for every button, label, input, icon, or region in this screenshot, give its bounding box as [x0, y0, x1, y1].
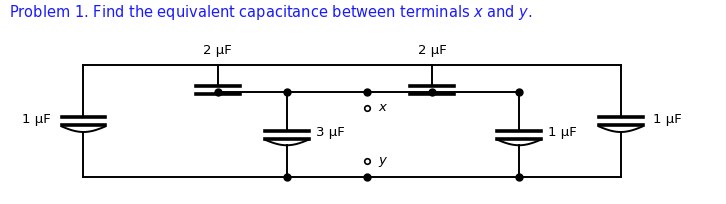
Text: $x$: $x$ — [378, 101, 388, 114]
Text: $y$: $y$ — [378, 155, 388, 169]
Text: 2 μF: 2 μF — [203, 44, 232, 57]
Text: 3 μF: 3 μF — [316, 126, 345, 139]
Text: 1 μF: 1 μF — [653, 113, 682, 126]
Text: Problem 1. Find the equivalent capacitance between terminals $x$ and $y$.: Problem 1. Find the equivalent capacitan… — [9, 3, 532, 22]
Text: 1 μF: 1 μF — [548, 126, 577, 139]
Text: 1 μF: 1 μF — [22, 113, 51, 126]
Text: 2 μF: 2 μF — [417, 44, 446, 57]
